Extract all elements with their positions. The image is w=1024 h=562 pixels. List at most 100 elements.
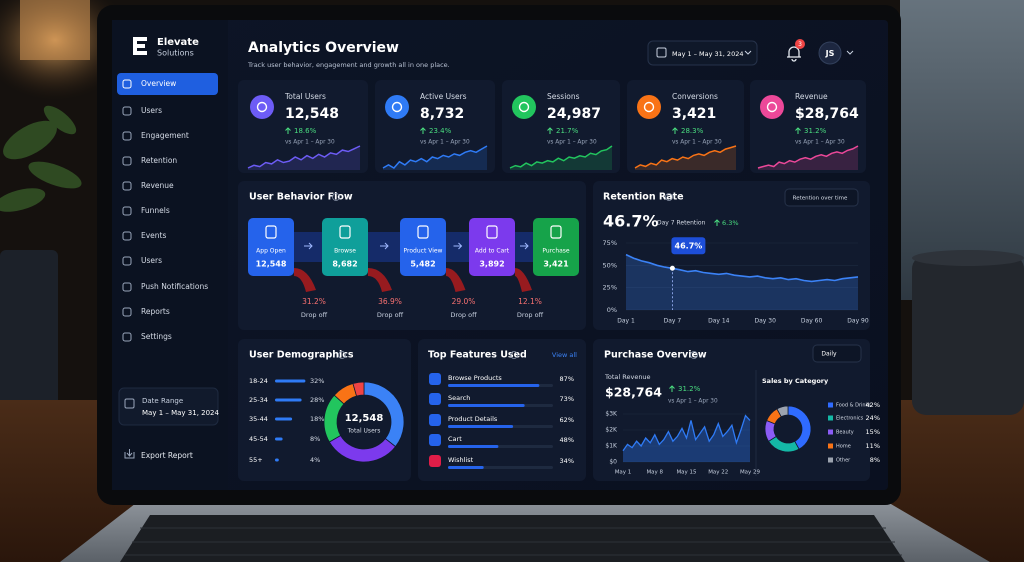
feature-label: Cart [448, 435, 462, 443]
x-tick-label: May 22 [708, 470, 728, 476]
nav-item[interactable]: Settings [141, 332, 172, 341]
keyboard-keys [125, 527, 902, 556]
kpi-value: $28,764 [795, 106, 859, 122]
x-tick-label: Day 14 [708, 318, 730, 325]
nav-item[interactable]: Revenue [141, 181, 174, 190]
callout: 46.7% [675, 241, 703, 250]
info-icon [332, 193, 340, 201]
kpi-compare: vs Apr 1 – Apr 30 [420, 140, 470, 146]
line [622, 414, 751, 452]
y-tick-label: 0% [607, 306, 617, 314]
kpi-glyph [518, 101, 530, 113]
calendar-icon [656, 47, 667, 58]
kpi-glyph [256, 101, 268, 113]
kpi-glyph [391, 101, 403, 113]
card-title: Purchase Overview [604, 350, 707, 361]
legend-bar [275, 398, 302, 402]
nav-item[interactable]: Retention [141, 156, 177, 165]
feature-icon [429, 414, 441, 426]
legend-label: Electronics [836, 416, 864, 422]
dropdown[interactable] [784, 188, 859, 207]
legend-value: 8% [870, 456, 880, 464]
flow-step [400, 218, 446, 276]
feature-value: 87% [560, 375, 574, 383]
legend-value: 32% [310, 377, 324, 385]
link[interactable]: View all [552, 351, 577, 359]
card [238, 339, 411, 481]
up-arrow [285, 127, 291, 134]
nav-active[interactable] [117, 73, 218, 95]
nav-item[interactable]: Reports [141, 307, 170, 316]
feature-value: 73% [560, 395, 574, 403]
drop-label: Drop off [517, 311, 544, 319]
nav-item[interactable]: Users [141, 256, 162, 265]
kpi-compare: vs Apr 1 – Apr 30 [672, 140, 722, 146]
avatar[interactable] [818, 41, 842, 65]
change: 31.2% [678, 385, 701, 393]
nav-item[interactable]: Push Notifications [141, 282, 208, 291]
date-range-box[interactable] [118, 387, 219, 426]
y-tick-label: 50% [603, 261, 617, 269]
bar [448, 466, 484, 469]
up-arrow [547, 127, 553, 134]
drop-ribbon [368, 268, 392, 292]
legend-bar [275, 437, 283, 441]
kpi-change: 31.2% [804, 127, 827, 135]
drop-label: Drop off [301, 311, 328, 319]
up-arrow [672, 127, 678, 134]
dropdown[interactable] [812, 344, 862, 363]
kpi-label: Sessions [547, 92, 580, 101]
date-picker[interactable] [647, 40, 758, 66]
nav-item[interactable]: Events [141, 231, 166, 240]
step-icon [339, 225, 351, 239]
nav-icon [122, 307, 132, 317]
feature-label: Browse Products [448, 374, 502, 382]
export-button[interactable]: Export Report [141, 451, 193, 460]
legend-label: 25-34 [249, 396, 268, 404]
kpi-label: Total Users [284, 92, 326, 101]
line-area [626, 254, 858, 310]
dropdown-text[interactable]: Daily [821, 351, 837, 358]
export-icon [124, 449, 135, 459]
flow-arrow [380, 242, 389, 250]
nav-item[interactable]: Funnels [141, 206, 170, 215]
card-subtitle: Sales by Category [762, 377, 829, 385]
nav-item[interactable]: Users [141, 106, 162, 115]
calendar-icon [124, 398, 135, 409]
flow-step [322, 218, 368, 276]
flow-arrow [520, 242, 529, 250]
drop-ribbon [294, 268, 316, 292]
sparkline [247, 145, 361, 169]
kpi-value: 24,987 [547, 106, 601, 122]
sparkline [509, 145, 613, 169]
nav-item[interactable]: Engagement [141, 131, 189, 140]
bell-icon[interactable] [787, 46, 801, 62]
avatar-initials: JS [825, 49, 835, 58]
legend-label: Beauty [836, 430, 854, 436]
step-label: App Open [256, 248, 286, 255]
y-tick-label: $3K [605, 411, 618, 418]
flow-band [515, 232, 533, 262]
x-tick-label: Day 60 [801, 318, 823, 325]
nav-item[interactable]: Overview [141, 79, 176, 88]
step-label: Add to Cart [475, 248, 510, 255]
sparkline [634, 145, 737, 169]
legend-value: 8% [310, 435, 320, 443]
flow-step [469, 218, 515, 276]
legend-label: 18-24 [249, 377, 268, 385]
flow-band [294, 232, 322, 262]
legend-value: 11% [866, 442, 880, 450]
drop-ribbon [446, 268, 466, 292]
dropdown-text[interactable]: Retention over time [793, 196, 848, 202]
date-picker-text[interactable]: May 1 – May 31, 2024 [672, 50, 743, 58]
drop-ribbon [515, 268, 532, 292]
feature-value: 34% [560, 457, 574, 465]
kpi-change: 28.3% [681, 127, 704, 135]
caption: Day 7 Retention [657, 220, 706, 227]
date-range-value: May 1 – May 31, 2024 [142, 409, 220, 417]
feature-value: 62% [560, 416, 574, 424]
point [669, 265, 675, 271]
legend-bar [275, 417, 293, 421]
y-tick-label: 75% [603, 239, 617, 247]
